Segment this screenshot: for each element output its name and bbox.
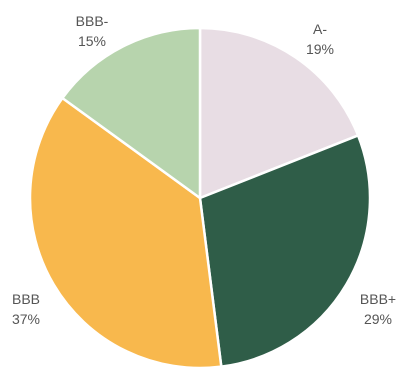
slice-category-label: BBB+ [360, 291, 396, 307]
slice-percent-label: 15% [78, 33, 106, 49]
pie-slice-bbb [28, 96, 223, 370]
pie-slice-bbb-plus [198, 133, 372, 369]
slice-percent-label: 37% [12, 311, 40, 327]
pie-slice-a-minus [198, 26, 360, 200]
pie-slices [28, 26, 372, 370]
slice-category-label: BBB [12, 291, 40, 307]
pie-slice-bbb-minus [60, 26, 202, 201]
slice-category-label: BBB- [76, 13, 109, 29]
pie-labels: A- 19% BBB+ 29% BBB 37% BBB- 15% [12, 13, 396, 327]
slice-category-label: A- [313, 21, 327, 37]
slice-percent-label: 29% [364, 311, 392, 327]
slice-percent-label: 19% [306, 41, 334, 57]
